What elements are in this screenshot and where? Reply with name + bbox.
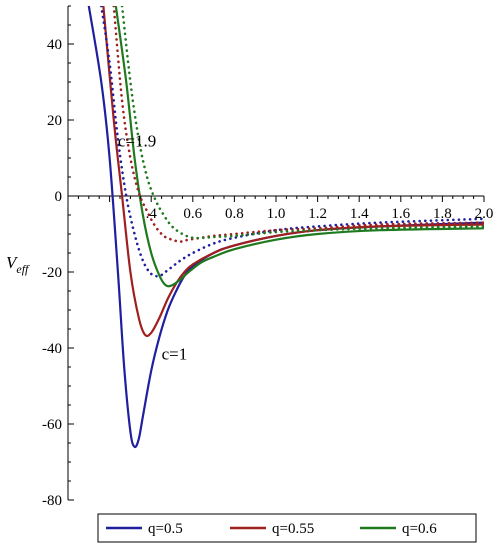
x-tick-label: 1.0	[267, 206, 286, 222]
y-tick-label: -80	[42, 493, 62, 509]
annotations-group: c=1.9 c=1	[118, 132, 187, 364]
x-tick-label: 0.8	[225, 206, 244, 222]
legend-label: q=0.6	[402, 521, 437, 537]
series-line-q-0-6-solid	[114, 6, 484, 288]
y-axis-label-main: V	[6, 253, 19, 272]
y-tick-label: -60	[42, 417, 62, 433]
series-line-q-0-6-dotted	[120, 6, 484, 240]
x-tick-label: 1.6	[391, 206, 410, 222]
curves-group	[87, 6, 484, 449]
x-tick-label: 2.0	[475, 206, 494, 222]
y-tick-label: -40	[42, 341, 62, 357]
x-tick-label: 1.8	[433, 206, 452, 222]
legend-box	[97, 513, 477, 543]
series-line-q-0-5-dotted	[99, 6, 484, 278]
annotation-label: c=1	[162, 344, 188, 363]
series-line-q-0-5-solid	[87, 6, 484, 449]
x-tick-label: 1.4	[350, 206, 369, 222]
legend: q=0.5 q=0.55 q=0.6	[97, 513, 477, 543]
legend-label: q=0.55	[272, 521, 314, 537]
x-tick-label: 0.6	[183, 206, 202, 222]
y-axis-label: Veff	[6, 253, 30, 276]
series-line-q-0-55-solid	[102, 6, 484, 338]
y-axis-label-sub: eff	[16, 262, 30, 276]
y-tick-label: -20	[42, 265, 62, 281]
y-tick-label: 20	[47, 113, 62, 129]
legend-label: q=0.5	[148, 521, 183, 537]
y-tick-label: 40	[47, 37, 62, 53]
ticks-group: 40 20 0 -20 -40 -60 -80 .4 0.6 0.8 1.0 1.2 1.4 1.6 1.8…	[42, 5, 494, 509]
series-line-q-0-55-dotted	[112, 6, 484, 243]
x-tick-label: .4	[146, 206, 158, 222]
annotation-label: c=1.9	[118, 132, 156, 151]
x-tick-label: 1.2	[308, 206, 327, 222]
y-tick-label: 0	[55, 189, 63, 205]
